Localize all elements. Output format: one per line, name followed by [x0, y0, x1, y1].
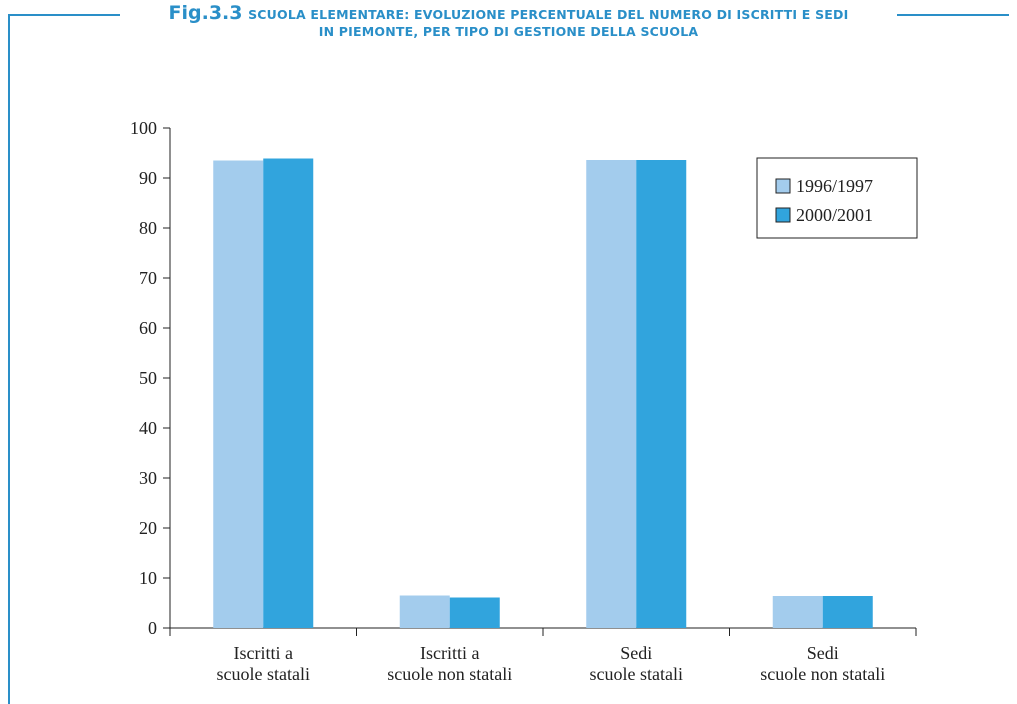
y-tick-label-10: 10	[139, 568, 157, 588]
legend-swatch-1	[775, 178, 791, 194]
y-tick-label-70: 70	[139, 268, 157, 288]
bar-2-series-1	[399, 595, 450, 628]
y-tick-label-80: 80	[139, 218, 157, 238]
bar-3-series-2	[636, 160, 687, 628]
x-category-label-2-line-1: Iscritti a	[420, 643, 479, 663]
bar-4-series-2	[822, 596, 873, 628]
y-axis: 0 10 20 30 40 50 60 70 80 90 100	[130, 118, 171, 638]
frame-left-line	[8, 14, 10, 704]
legend: 1996/1997 2000/2001	[756, 157, 918, 239]
x-category-label-3-line-2: scuole statali	[590, 664, 683, 684]
bar-2-series-2	[449, 597, 500, 628]
bar-1-series-1	[213, 160, 264, 628]
bars	[213, 158, 873, 628]
x-category-label-1-line-2: scuole statali	[217, 664, 310, 684]
x-category-label-4-line-1: Sedi	[807, 643, 839, 663]
legend-swatch-2	[775, 207, 791, 223]
x-category-label-3-line-1: Sedi	[620, 643, 652, 663]
bar-3-series-1	[586, 160, 637, 628]
legend-box	[756, 157, 918, 239]
figure-caption: Fig.3.3 SCUOLA ELEMENTARE: EVOLUZIONE PE…	[120, 0, 897, 42]
x-category-label-2-line-2: scuole non statali	[387, 664, 512, 684]
bar-4-series-1	[772, 596, 823, 628]
y-tick-label-20: 20	[139, 518, 157, 538]
legend-label-1: 1996/1997	[796, 176, 873, 196]
frame-top-left-line	[8, 14, 120, 16]
x-category-label-4-line-2: scuole non statali	[760, 664, 885, 684]
y-tick-label-90: 90	[139, 168, 157, 188]
y-tick-label-100: 100	[130, 118, 157, 138]
legend-label-2: 2000/2001	[796, 205, 873, 225]
frame-top-right-line	[897, 14, 1009, 16]
y-tick-label-30: 30	[139, 468, 157, 488]
bar-1-series-2	[263, 158, 314, 628]
figure-number: Fig.3.3	[168, 2, 243, 24]
y-tick-label-60: 60	[139, 318, 157, 338]
y-tick-label-0: 0	[148, 618, 157, 638]
figure-title-line2: IN PIEMONTE, PER TIPO DI GESTIONE DELLA …	[318, 24, 699, 39]
y-tick-label-50: 50	[139, 368, 157, 388]
x-category-label-1-line-1: Iscritti a	[234, 643, 293, 663]
figure-title-line1: SCUOLA ELEMENTARE: EVOLUZIONE PERCENTUAL…	[248, 7, 849, 22]
y-tick-label-40: 40	[139, 418, 157, 438]
